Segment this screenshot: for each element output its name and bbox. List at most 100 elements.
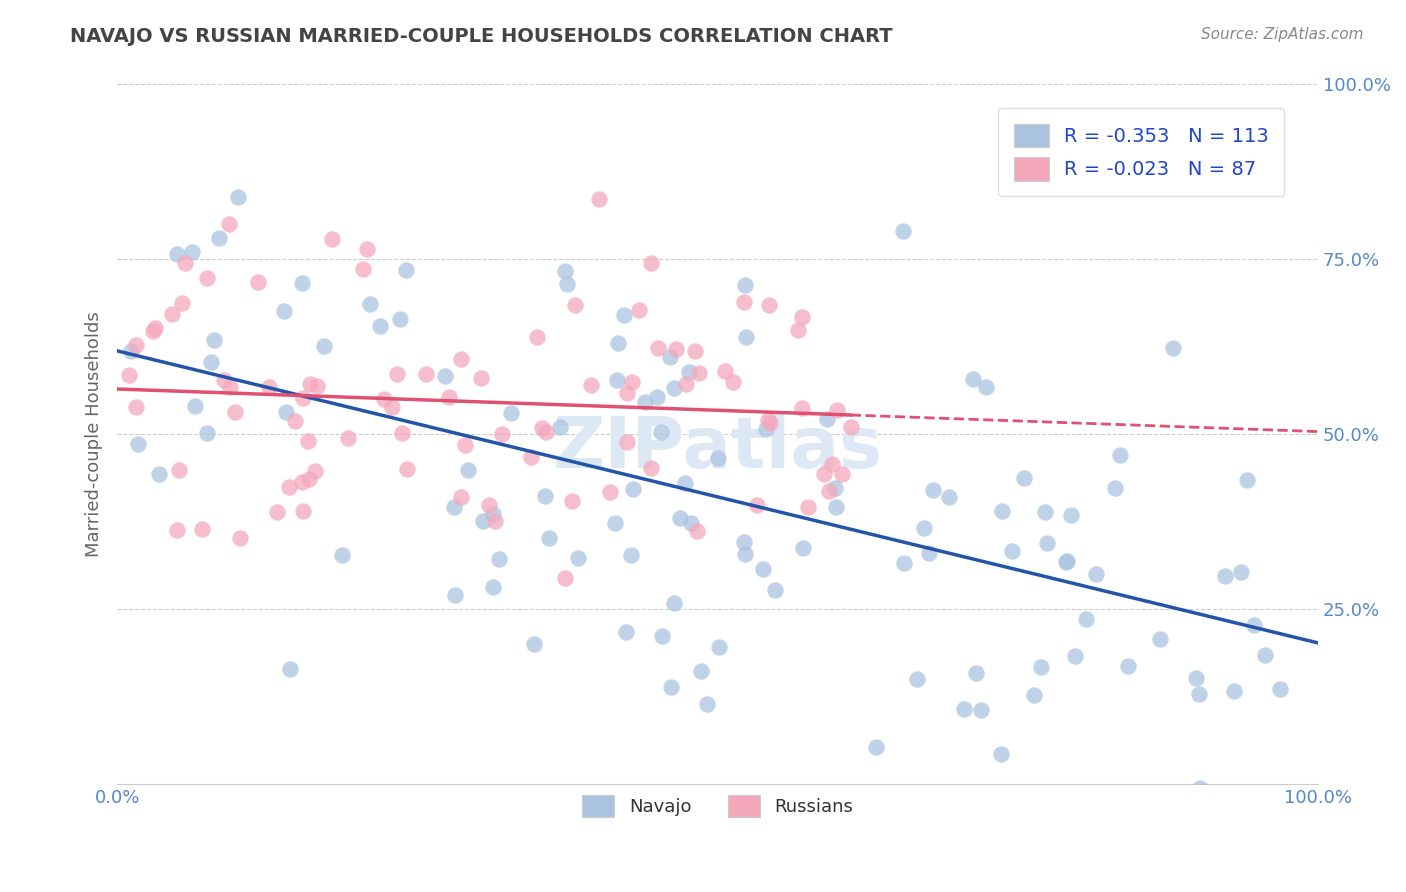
Text: NAVAJO VS RUSSIAN MARRIED-COUPLE HOUSEHOLDS CORRELATION CHART: NAVAJO VS RUSSIAN MARRIED-COUPLE HOUSEHO… [70,27,893,45]
Point [1230,566,1253,580]
Point [148,467,170,481]
Text: Source: ZipAtlas.com: Source: ZipAtlas.com [1201,27,1364,42]
Point [668,511,690,525]
Point [1033,505,1056,519]
Point [839,420,862,434]
Point [1064,649,1087,664]
Point [673,475,696,490]
Point [824,481,846,495]
Point [990,747,1012,761]
Point [756,413,779,427]
Point [439,390,461,404]
Point [195,426,218,441]
Point [965,665,987,680]
Point [621,482,644,496]
Point [554,264,576,278]
Point [1163,341,1185,355]
Point [974,380,997,394]
Point [917,546,939,560]
Point [683,344,706,359]
Point [499,405,522,419]
Point [533,489,555,503]
Point [478,498,501,512]
Point [1060,508,1083,522]
Point [640,460,662,475]
Point [763,582,786,597]
Point [219,380,242,394]
Point [991,504,1014,518]
Point [675,376,697,391]
Point [792,541,814,556]
Point [526,330,548,344]
Point [686,524,709,538]
Point [745,499,768,513]
Point [1185,671,1208,685]
Point [620,548,643,562]
Point [166,523,188,537]
Point [650,425,672,439]
Legend: Navajo, Russians: Navajo, Russians [575,788,860,824]
Point [173,256,195,270]
Point [336,431,359,445]
Point [752,562,775,576]
Point [381,400,404,414]
Point [118,368,141,382]
Point [567,551,589,566]
Point [831,467,853,481]
Point [356,242,378,256]
Point [450,351,472,366]
Point [481,580,503,594]
Point [166,247,188,261]
Point [647,341,669,355]
Point [167,463,190,477]
Point [579,377,602,392]
Point [208,231,231,245]
Point [143,320,166,334]
Point [758,298,780,312]
Point [787,323,810,337]
Point [385,368,408,382]
Point [1022,688,1045,702]
Point [735,330,758,344]
Point [721,376,744,390]
Point [606,373,628,387]
Point [457,462,479,476]
Point [755,422,778,436]
Point [548,420,571,434]
Point [391,425,413,440]
Y-axis label: Married-couple Households: Married-couple Households [86,311,103,558]
Point [389,311,412,326]
Point [415,367,437,381]
Point [190,523,212,537]
Point [734,277,756,292]
Point [938,490,960,504]
Point [434,368,457,383]
Point [352,262,374,277]
Point [821,457,844,471]
Point [658,350,681,364]
Point [292,391,315,405]
Point [1014,470,1036,484]
Point [484,515,506,529]
Point [1149,632,1171,646]
Point [218,218,240,232]
Point [1108,448,1130,462]
Point [443,588,465,602]
Point [229,531,252,545]
Point [491,427,513,442]
Point [396,461,419,475]
Point [620,376,643,390]
Point [613,308,636,322]
Point [538,531,561,545]
Point [665,342,688,356]
Point [790,401,813,415]
Point [277,480,299,494]
Point [257,380,280,394]
Point [790,310,813,324]
Point [172,295,194,310]
Point [1036,536,1059,550]
Point [1056,556,1078,570]
Point [291,475,314,489]
Point [588,193,610,207]
Point [1104,482,1126,496]
